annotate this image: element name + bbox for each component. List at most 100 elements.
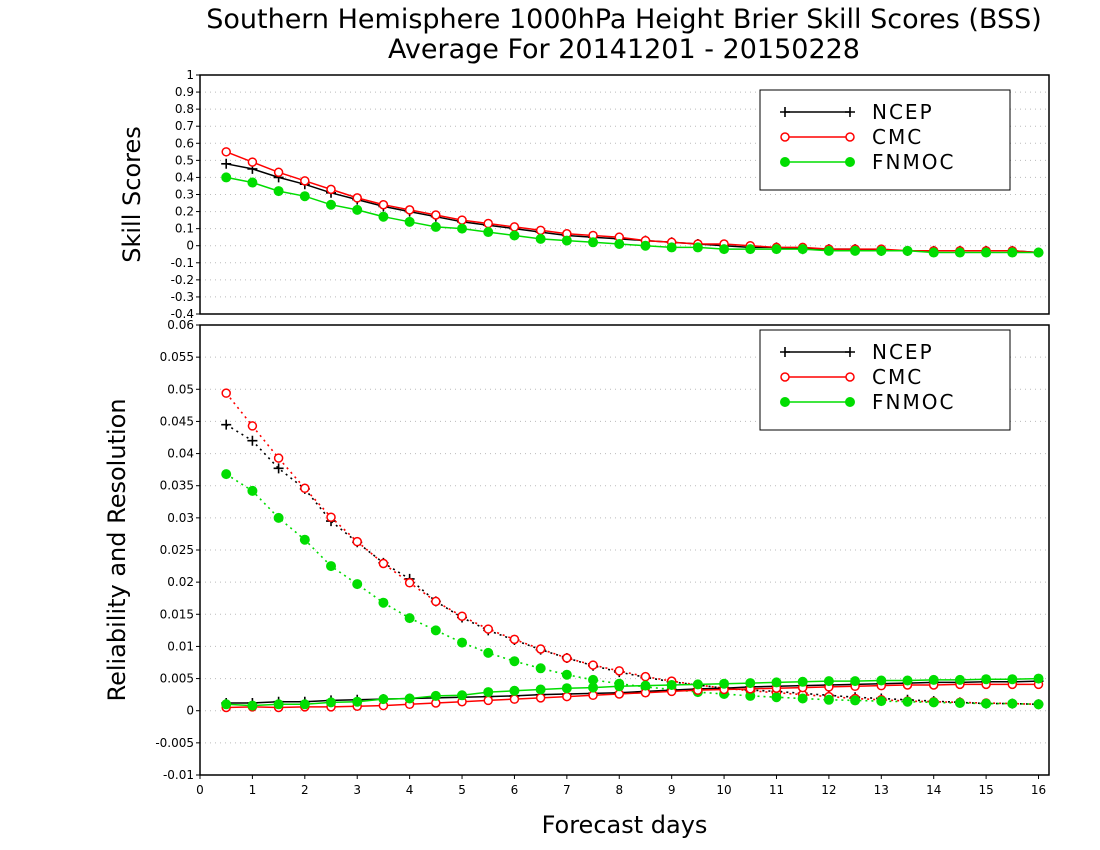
- data-point: [954, 247, 965, 258]
- data-point: [797, 244, 808, 255]
- data-point: [797, 676, 808, 687]
- data-point: [981, 247, 992, 258]
- y-tick-label: 0.02: [167, 575, 194, 589]
- legend-entry-ncep: NCEP: [780, 100, 932, 124]
- data-point: [509, 656, 520, 667]
- y-tick-label: 0.025: [160, 543, 194, 557]
- data-point: [483, 624, 493, 634]
- data-point: [483, 695, 493, 706]
- data-point: [221, 699, 232, 710]
- data-point: [588, 660, 598, 670]
- y-tick-label: 0.03: [167, 511, 194, 525]
- y-tick-label: 0.06: [167, 318, 194, 332]
- data-point: [535, 225, 546, 236]
- plot-frame: [199, 74, 1050, 315]
- data-point: [928, 697, 939, 708]
- data-point: [1007, 247, 1018, 258]
- series-ncep-reliability: [221, 419, 1044, 710]
- data-point: [719, 678, 730, 689]
- data-point: [300, 176, 310, 186]
- legend-marker: [845, 372, 855, 382]
- y-tick-label: 0.005: [160, 672, 194, 686]
- y-tick-label: 0.2: [175, 205, 194, 219]
- y-tick-label: 0.8: [175, 102, 194, 116]
- data-point: [404, 578, 415, 588]
- y-tick-label: 0.4: [175, 170, 194, 184]
- data-point: [850, 676, 861, 687]
- data-point: [404, 693, 415, 704]
- y-tick-label: 0.05: [167, 382, 194, 396]
- y-tick-label: 0.1: [175, 222, 194, 236]
- data-point: [273, 167, 284, 178]
- legend-marker: [845, 107, 855, 117]
- data-point: [823, 694, 834, 705]
- data-point: [850, 695, 861, 706]
- data-point: [404, 613, 415, 624]
- data-point: [535, 693, 546, 703]
- legend-marker: [845, 397, 855, 407]
- data-point: [221, 388, 231, 398]
- data-point: [221, 147, 231, 157]
- legend-marker: [780, 397, 790, 407]
- legend-box: [759, 89, 1011, 191]
- chart-title-line-1: Southern Hemisphere 1000hPa Height Brier…: [206, 4, 1042, 35]
- data-point: [221, 172, 232, 183]
- x-tick-label: 6: [511, 783, 519, 797]
- data-point: [457, 223, 468, 234]
- data-point: [1007, 698, 1018, 709]
- y-tick-label: 0.6: [175, 136, 194, 150]
- data-point: [431, 596, 441, 607]
- data-point: [614, 681, 625, 692]
- data-point: [771, 244, 782, 255]
- data-point: [692, 242, 703, 253]
- data-point: [954, 698, 965, 708]
- data-point: [666, 680, 677, 690]
- data-point: [299, 191, 310, 202]
- data-point: [588, 237, 599, 248]
- y-tick-label: 0: [186, 704, 194, 718]
- data-point: [902, 696, 913, 707]
- data-point: [404, 205, 415, 215]
- x-tick-label: 12: [821, 783, 836, 797]
- data-point: [509, 694, 520, 704]
- legend-marker: [845, 132, 855, 142]
- data-point: [300, 483, 310, 494]
- data-point: [535, 233, 546, 244]
- data-point: [640, 680, 651, 691]
- series-line: [225, 392, 1039, 706]
- legend-marker: [780, 372, 790, 382]
- data-point: [745, 244, 756, 255]
- x-tick-label: 4: [406, 783, 414, 797]
- legend-label: FNMOC: [872, 150, 955, 174]
- skill-score-panel: -0.4 -0.3 -0.2 -0.1 0 0.1 0.2 0.3 0.4 0.5 0.6 0.7 0.…: [118, 68, 1050, 321]
- data-point: [823, 676, 834, 687]
- data-point: [273, 463, 284, 474]
- data-point: [430, 690, 441, 701]
- data-point: [326, 184, 336, 195]
- data-point: [562, 653, 572, 663]
- legend-entry-cmc: CMC: [780, 365, 921, 389]
- data-point: [509, 685, 520, 696]
- data-point: [535, 663, 546, 674]
- x-tick-label: 7: [563, 783, 571, 797]
- data-point: [745, 678, 756, 689]
- data-point: [902, 675, 913, 686]
- data-point: [247, 421, 258, 431]
- data-point: [850, 245, 861, 256]
- x-tick-label: 16: [1031, 783, 1046, 797]
- chart-title-line-2: Average For 20141201 - 20150228: [388, 34, 860, 65]
- series-line: [225, 423, 1039, 706]
- y-tick-label: 0.035: [160, 479, 194, 493]
- data-point: [378, 694, 389, 705]
- data-point: [640, 671, 651, 682]
- data-point: [247, 700, 258, 711]
- data-point: [483, 647, 494, 658]
- x-tick-label: 3: [353, 783, 361, 797]
- legend-box: [759, 329, 1011, 431]
- data-point: [457, 690, 468, 701]
- data-point: [797, 693, 808, 704]
- y-tick-label: 0.045: [160, 414, 194, 428]
- data-point: [902, 245, 913, 256]
